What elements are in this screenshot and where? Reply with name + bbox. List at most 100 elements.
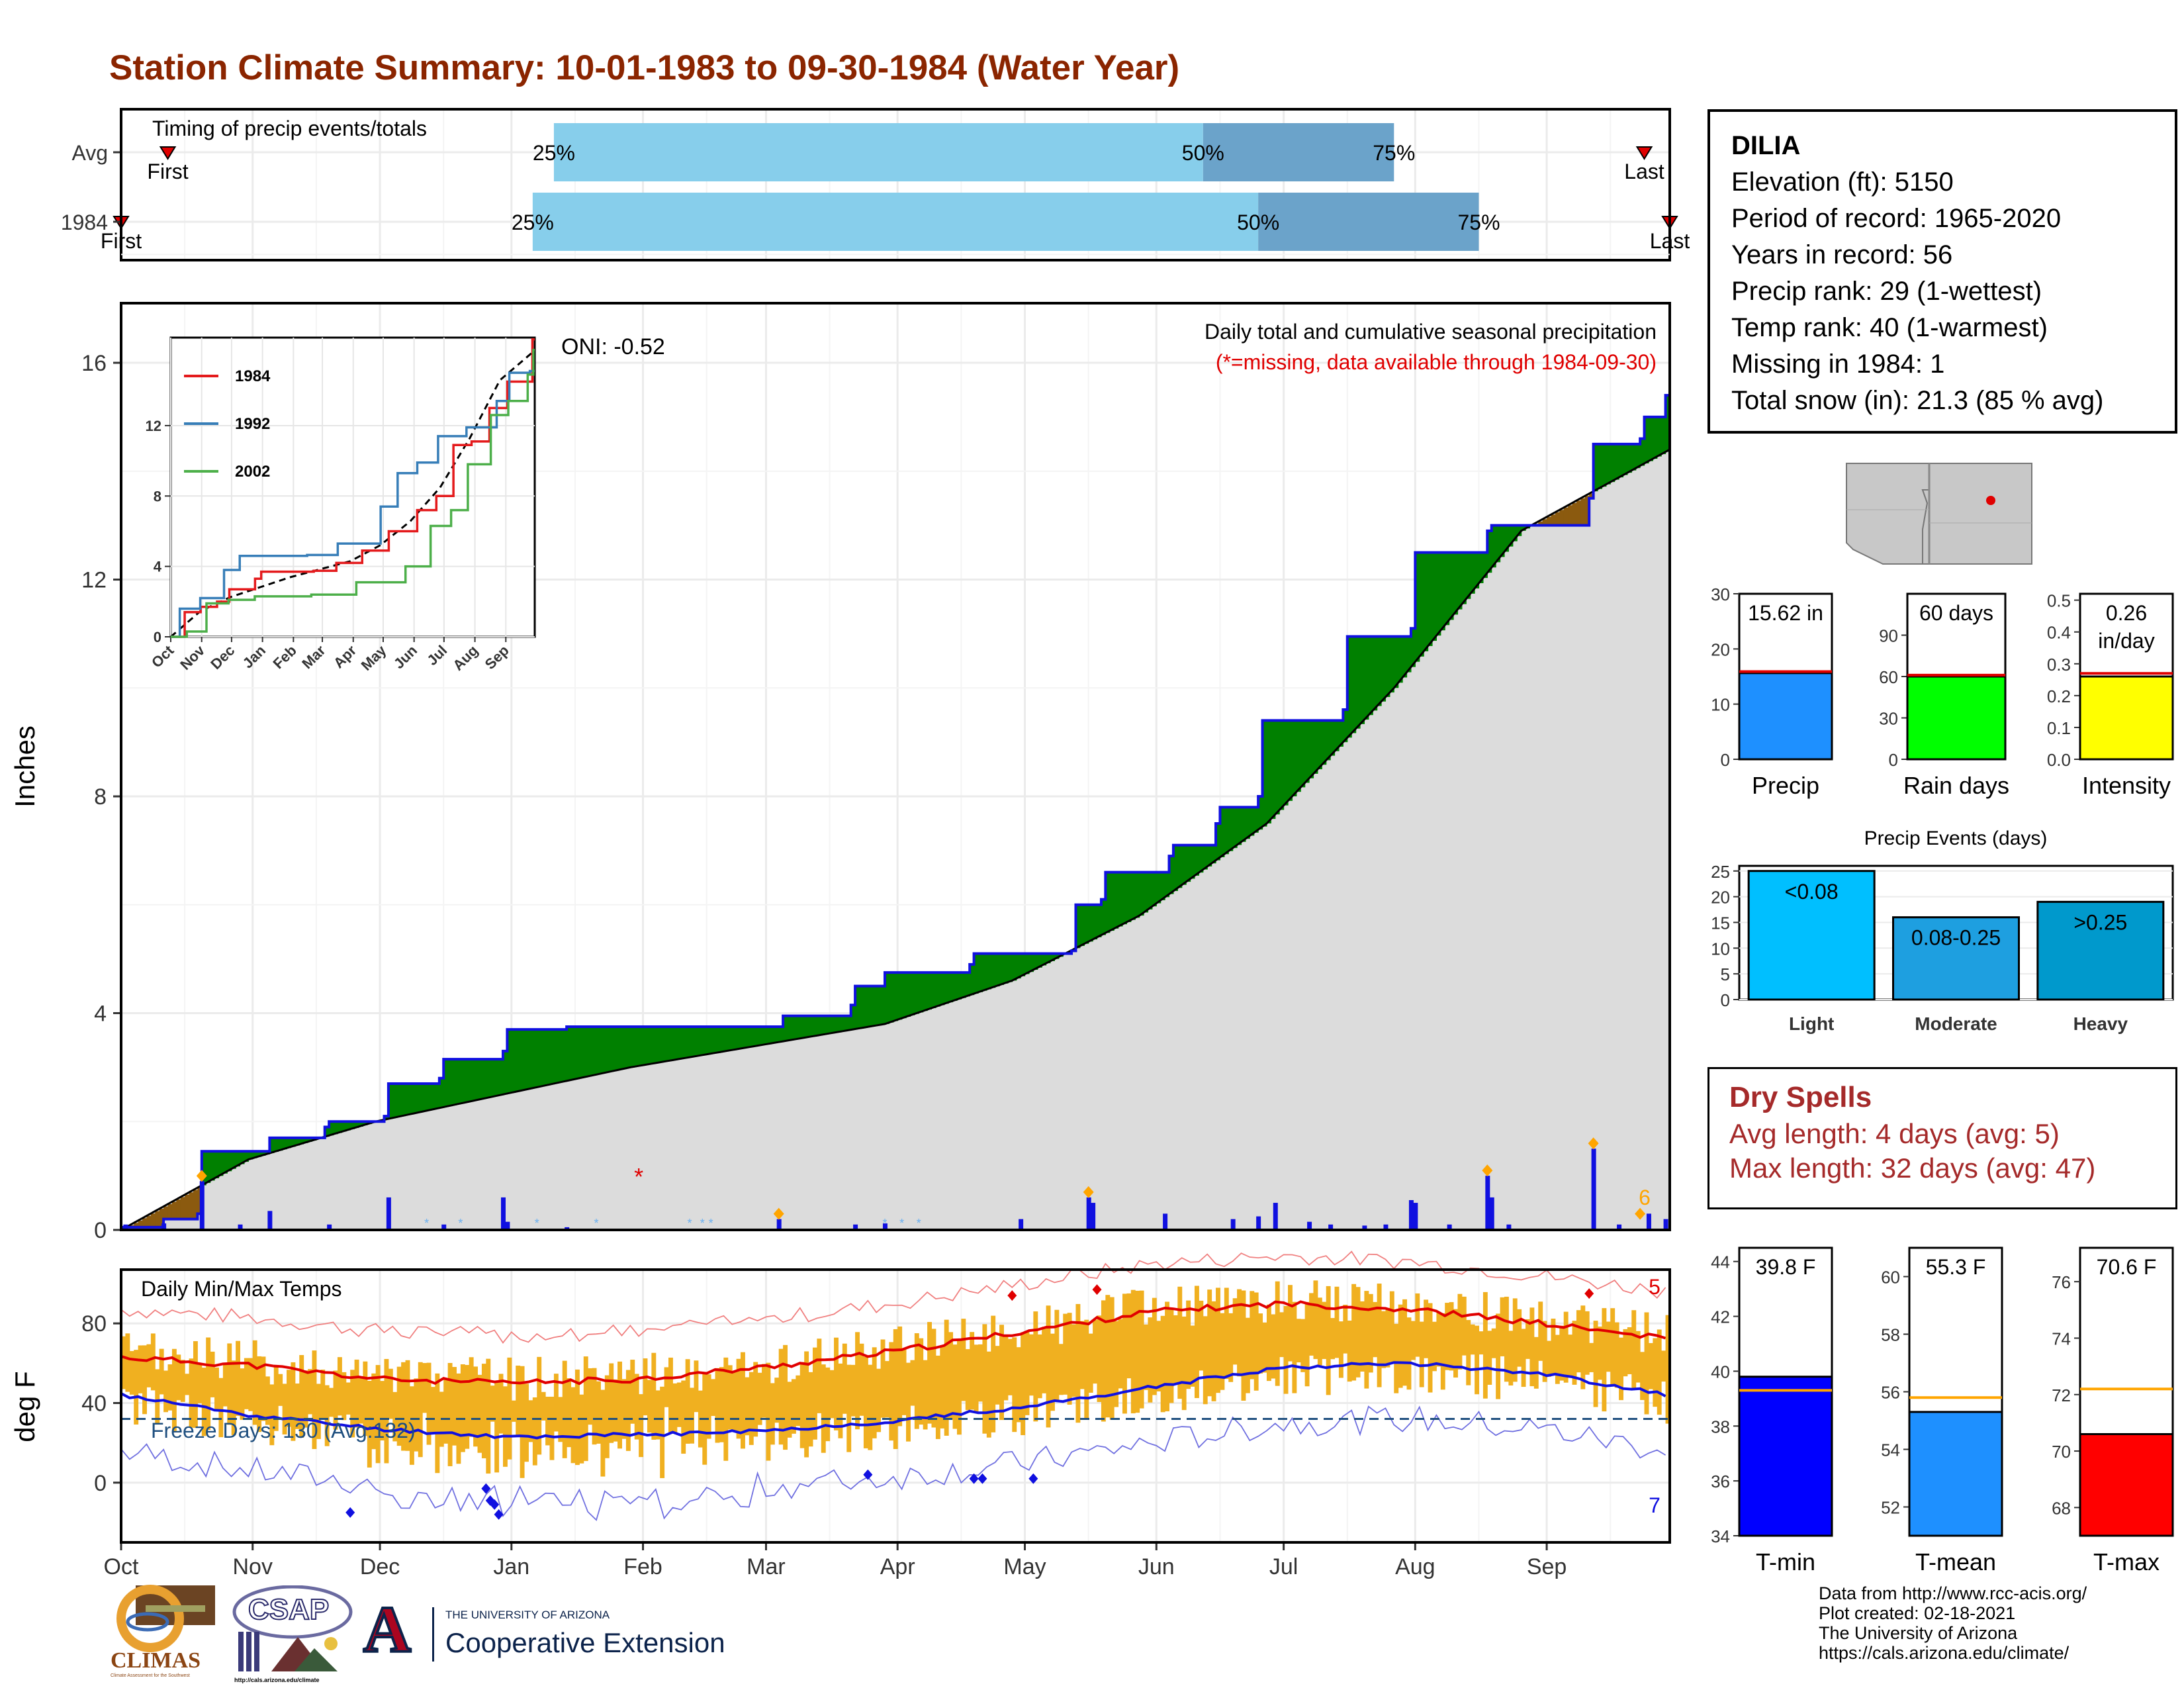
precip-surplus-sliver (532, 1029, 537, 1088)
events-ytick-label: 15 (1711, 913, 1730, 933)
temp-daily-bar (1568, 1335, 1573, 1377)
precip-surplus-sliver (1661, 416, 1666, 455)
precip-deficit-sliver (134, 1223, 139, 1227)
precip-surplus-sliver (774, 1026, 780, 1043)
events-category-label: Moderate (1915, 1013, 1997, 1034)
temp-daily-bar (1482, 1291, 1488, 1399)
precip-surplus-sliver (685, 1026, 690, 1058)
precip-surplus-sliver (639, 1026, 644, 1066)
temp-daily-bar (617, 1361, 622, 1449)
precip-surplus-sliver (588, 1026, 593, 1077)
precip-surplus-sliver (715, 1026, 720, 1053)
precip-deficit-sliver (180, 1197, 185, 1219)
temp-daily-bar (1343, 1305, 1348, 1354)
temp-daily-bar (583, 1356, 588, 1462)
temp-xtick-label: Feb (623, 1554, 662, 1579)
temp-daily-bar (685, 1359, 690, 1444)
temp-record-low-marker (494, 1509, 504, 1520)
precip-ytick-label: 8 (94, 784, 107, 810)
precip-surplus-sliver (893, 972, 898, 1021)
precip-surplus-sliver (1253, 807, 1259, 833)
precip-surplus-sliver (736, 1026, 741, 1050)
precip-surplus-sliver (991, 953, 996, 988)
precip-y-axis-label: Inches (9, 726, 40, 808)
precip-surplus-sliver (583, 1026, 588, 1078)
events-ytick-label: 10 (1711, 939, 1730, 959)
temp-daily-bar (1508, 1331, 1514, 1386)
temp-xtick-label: May (1003, 1554, 1046, 1579)
temp-daily-bar (799, 1362, 805, 1448)
temp-daily-bar (1160, 1315, 1165, 1413)
tmin-gauge-ytick-label: 38 (1711, 1417, 1730, 1436)
precip-surplus-sliver (1623, 444, 1628, 475)
temp-daily-bar (155, 1369, 160, 1425)
temp-daily-bar (923, 1360, 928, 1430)
climas-logo-subtext: Climate Assessment for the Southwest (111, 1673, 190, 1678)
precip-snow-marker: * (917, 1217, 921, 1230)
temp-daily-bar (494, 1382, 500, 1473)
precip-deficit-sliver (1555, 512, 1560, 526)
footer-url: https://cals.arizona.edu/climate/ (1819, 1643, 2070, 1663)
precip-snow-marker: * (709, 1217, 713, 1230)
precip-surplus-sliver (1300, 720, 1306, 788)
temp-daily-bar (197, 1364, 203, 1403)
temp-daily-bar (1487, 1331, 1492, 1385)
temp-daily-bar (299, 1355, 304, 1438)
precip-surplus-sliver (570, 1026, 576, 1080)
station-snow: Total snow (in): 21.3 (85 % avg) (1731, 386, 2104, 415)
precip-surplus-sliver (1105, 872, 1111, 933)
precip-surplus-sliver (596, 1026, 602, 1075)
temp-daily-bar (291, 1362, 296, 1441)
precip-surplus-sliver (218, 1151, 224, 1176)
tmean-gauge-ytick-label: 54 (1881, 1440, 1900, 1460)
precip-surplus-sliver (672, 1026, 678, 1060)
temp-record-high-line (120, 1250, 1666, 1344)
precip-deficit-sliver (1563, 507, 1569, 526)
precip-surplus-sliver (923, 972, 928, 1011)
temp-daily-bar (567, 1378, 572, 1448)
rain-days-gauge-ytick-label: 0 (1889, 750, 1898, 770)
temp-daily-bar (1279, 1312, 1285, 1358)
temp-daily-bar (1313, 1280, 1318, 1360)
precip-snow-marker: * (700, 1217, 705, 1230)
temp-daily-bar (1245, 1317, 1250, 1393)
precip-surplus-sliver (278, 1137, 283, 1151)
precip-surplus-sliver (1292, 720, 1297, 797)
precip-surplus-sliver (516, 1029, 521, 1092)
temp-daily-bar (401, 1362, 406, 1451)
temp-daily-bar (944, 1319, 949, 1436)
precip-record-marker (1083, 1186, 1094, 1198)
temp-daily-bar (248, 1358, 253, 1411)
tmean-gauge-label: T-mean (1915, 1548, 1996, 1575)
temp-daily-bar (460, 1364, 465, 1452)
precip-surplus-sliver (1389, 636, 1394, 693)
temp-daily-bar (1385, 1307, 1390, 1368)
temp-daily-bar (1003, 1336, 1009, 1401)
temp-daily-bar (1496, 1313, 1501, 1399)
temp-daily-bar (1237, 1289, 1242, 1377)
temp-daily-bar (562, 1360, 567, 1458)
station-missing: Missing in 1984: 1 (1731, 350, 1945, 379)
precip-avg-area (121, 449, 1670, 1230)
temp-daily-bar (884, 1361, 889, 1418)
precip-surplus-sliver (1139, 872, 1144, 916)
precip-surplus-sliver (537, 1029, 542, 1088)
temp-daily-bar (1466, 1320, 1471, 1385)
precip-surplus-sliver (1453, 552, 1459, 615)
temp-daily-bar (171, 1348, 177, 1431)
temp-daily-bar (723, 1357, 729, 1461)
precip-surplus-sliver (676, 1026, 682, 1060)
temp-daily-bar (1657, 1329, 1662, 1415)
temp-daily-bar (1304, 1301, 1310, 1387)
temp-daily-bar (558, 1397, 563, 1442)
csap-logo-text: CSAP (248, 1593, 330, 1626)
precip-surplus-sliver (1075, 904, 1081, 949)
temp-daily-bar (1317, 1297, 1322, 1366)
precip-surplus-sliver (1381, 636, 1387, 702)
precip-surplus-sliver (273, 1137, 279, 1152)
precip-surplus-sliver (244, 1151, 249, 1162)
temp-daily-bar (914, 1333, 919, 1429)
temp-daily-bar (1144, 1324, 1148, 1390)
precip-surplus-sliver (796, 1015, 801, 1039)
temp-daily-bar (1139, 1290, 1144, 1409)
